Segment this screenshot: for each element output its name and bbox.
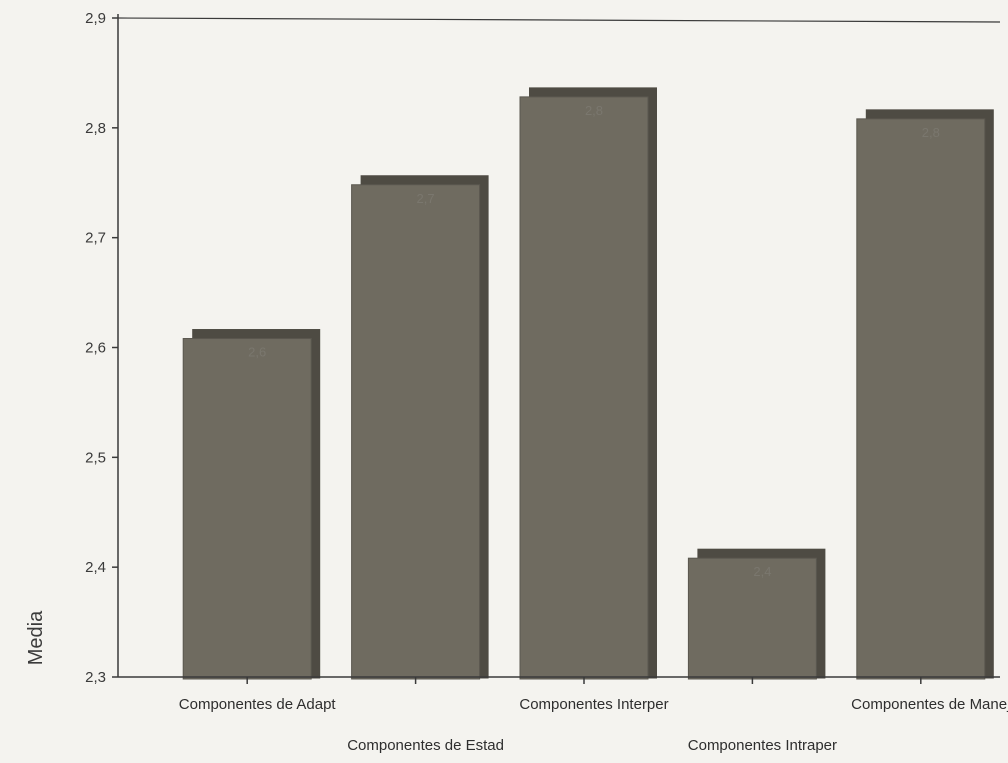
- bar: [182, 338, 312, 680]
- y-tick-label: 2,6: [85, 340, 106, 357]
- bar: [519, 96, 649, 680]
- plot-top-border: [117, 17, 1001, 23]
- bar: [351, 184, 481, 680]
- y-tick-label: 2,4: [85, 559, 106, 576]
- y-ticks-group: 2,3 2,4 2,5 2,6 2,7 2,8 2,9: [85, 10, 118, 686]
- bar: [856, 118, 986, 680]
- y-tick-label: 2,7: [85, 230, 106, 247]
- x-tick-label: Componentes de Adapt: [179, 696, 337, 713]
- y-tick-label: 2,5: [85, 449, 106, 466]
- bar-value-label: 2,8: [585, 103, 603, 118]
- x-tick-label: Componentes Intraper: [688, 737, 837, 754]
- bar-value-label: 2,8: [922, 125, 940, 140]
- y-tick-label: 2,8: [85, 120, 106, 137]
- bar: [687, 557, 817, 680]
- bar-value-label: 2,6: [248, 345, 266, 360]
- y-tick-label: 2,9: [85, 10, 106, 27]
- y-tick-label: 2,3: [85, 669, 106, 686]
- bar-value-label: 2,4: [753, 564, 771, 579]
- y-axis-title: Media: [25, 610, 47, 665]
- x-tick-label: Componentes de Estad: [347, 737, 504, 754]
- x-tick-label: Componentes Interper: [519, 696, 668, 713]
- x-tick-label: Componentes de Manej: [851, 696, 1008, 713]
- x-labels-group: Componentes de Adapt Componentes de Estad…: [179, 677, 1008, 754]
- bar-value-label: 2,7: [417, 191, 435, 206]
- bars-group: 2,6 2,7 2,8 2,4 2,8: [182, 87, 994, 680]
